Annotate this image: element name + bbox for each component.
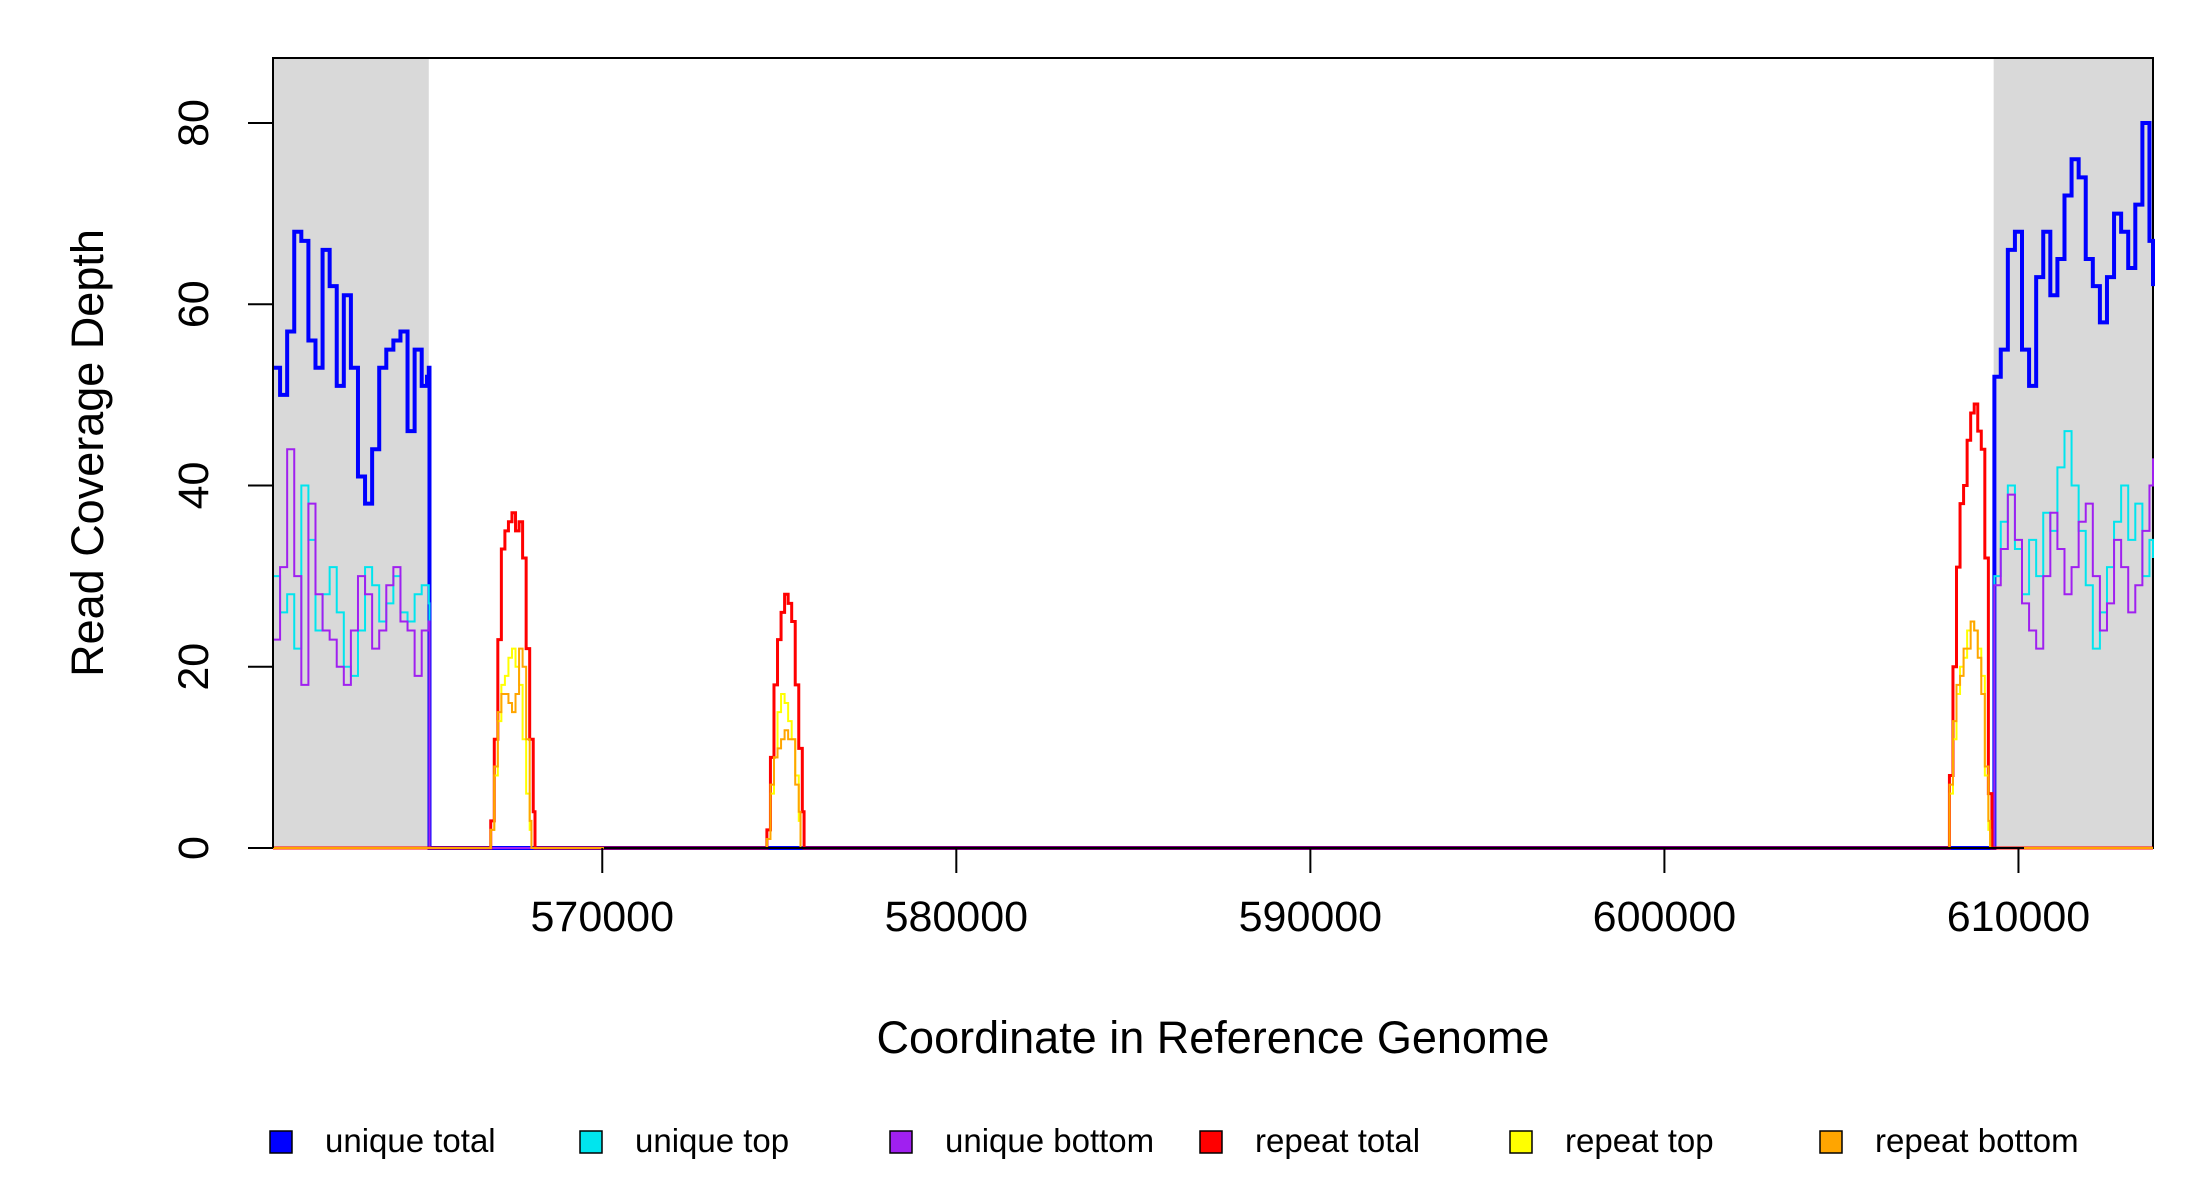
x-tick-label: 600000: [1593, 893, 1737, 941]
legend-swatch-unique-bottom: [889, 1130, 913, 1154]
y-axis-label: Read Coverage Depth: [62, 229, 113, 677]
x-tick-label: 570000: [531, 893, 675, 941]
y-tick-label: 20: [170, 643, 218, 691]
legend: unique total unique top unique bottom repea…: [269, 1122, 2079, 1159]
y-tick-label: 60: [170, 280, 218, 328]
legend-label: unique top: [635, 1122, 789, 1159]
legend-swatch-repeat-bottom: [1819, 1130, 1843, 1154]
series-unique-bottom: [273, 448, 2154, 849]
x-axis: 570000 580000 590000 600000 610000: [531, 847, 2091, 941]
legend-label: unique bottom: [945, 1122, 1154, 1159]
y-tick-label: 0: [170, 836, 218, 860]
legend-label: unique total: [325, 1122, 496, 1159]
legend-label: repeat bottom: [1875, 1122, 2079, 1159]
plot-frame: [272, 57, 2154, 849]
series-unique-total: [273, 121, 2155, 850]
series-lines: [273, 121, 2155, 850]
y-tick-label: 80: [170, 99, 218, 147]
legend-label: repeat total: [1255, 1122, 1420, 1159]
x-axis-label: Coordinate in Reference Genome: [877, 1012, 1550, 1063]
y-tick-label: 40: [170, 462, 218, 510]
legend-swatch-repeat-total: [1199, 1130, 1223, 1154]
y-axis: 0 20 40 60 80: [170, 99, 274, 860]
legend-label: repeat top: [1565, 1122, 1714, 1159]
x-tick-label: 590000: [1239, 893, 1383, 941]
series-repeat-bottom: [273, 620, 2153, 849]
shaded-regions: [273, 58, 2153, 848]
x-tick-label: 610000: [1947, 893, 2091, 941]
series-repeat-top: [273, 620, 2153, 849]
legend-swatch-unique-total: [269, 1130, 293, 1154]
x-tick-label: 580000: [885, 893, 1029, 941]
legend-swatch-repeat-top: [1509, 1130, 1533, 1154]
series-repeat-total: [273, 402, 2153, 850]
legend-swatch-unique-top: [579, 1130, 603, 1154]
shaded-region-1: [273, 58, 429, 848]
series-unique-top: [273, 430, 2154, 849]
